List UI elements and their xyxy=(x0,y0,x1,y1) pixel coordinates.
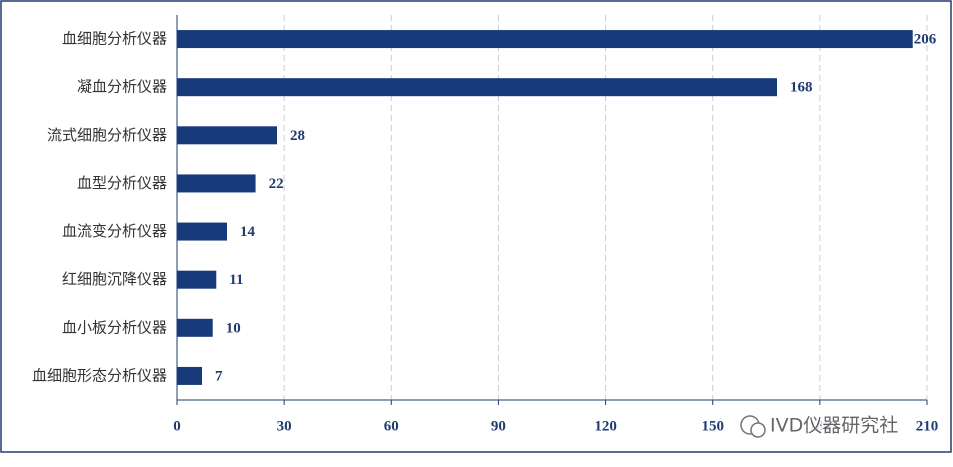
x-tick-label: 90 xyxy=(491,418,506,434)
value-label: 7 xyxy=(215,368,223,384)
bar xyxy=(177,78,777,97)
y-tick-label: 血细胞形态分析仪器 xyxy=(32,366,167,384)
y-tick-label: 红细胞沉降仪器 xyxy=(62,270,167,288)
watermark: IVD仪器研究社 IVD仪器研究社 xyxy=(738,413,900,439)
y-tick-label: 血小板分析仪器 xyxy=(62,318,167,336)
value-label: 168 xyxy=(790,80,813,96)
bar xyxy=(177,126,277,145)
y-tick-label: 血细胞分析仪器 xyxy=(62,30,167,48)
value-label: 28 xyxy=(290,128,305,144)
x-tick-label: 30 xyxy=(277,418,292,434)
value-label: 11 xyxy=(229,272,243,288)
x-tick-label: 120 xyxy=(594,418,617,434)
bar xyxy=(177,318,213,337)
y-tick-label: 血型分析仪器 xyxy=(77,174,167,192)
x-tick-label: 60 xyxy=(384,418,399,434)
value-label: 10 xyxy=(226,320,241,336)
y-tick-label: 流式细胞分析仪器 xyxy=(47,126,167,144)
x-tick-label: 180 xyxy=(809,418,832,434)
watermark-text: IVD仪器研究社 xyxy=(770,415,898,437)
x-tick-label: 0 xyxy=(173,418,181,434)
bar xyxy=(177,222,227,241)
bar xyxy=(177,366,202,385)
y-tick-label: 凝血分析仪器 xyxy=(77,78,167,96)
bar xyxy=(177,270,217,289)
bar xyxy=(177,30,913,49)
bar xyxy=(177,174,256,193)
value-label: 206 xyxy=(914,32,937,48)
frame xyxy=(0,0,952,453)
x-tick-label: 210 xyxy=(916,418,939,434)
x-tick-label: 150 xyxy=(701,418,724,434)
value-label: 14 xyxy=(240,224,256,240)
watermark-halo: IVD仪器研究社 xyxy=(770,415,898,437)
value-label: 22 xyxy=(269,176,284,192)
y-tick-label: 血流变分析仪器 xyxy=(62,222,167,240)
